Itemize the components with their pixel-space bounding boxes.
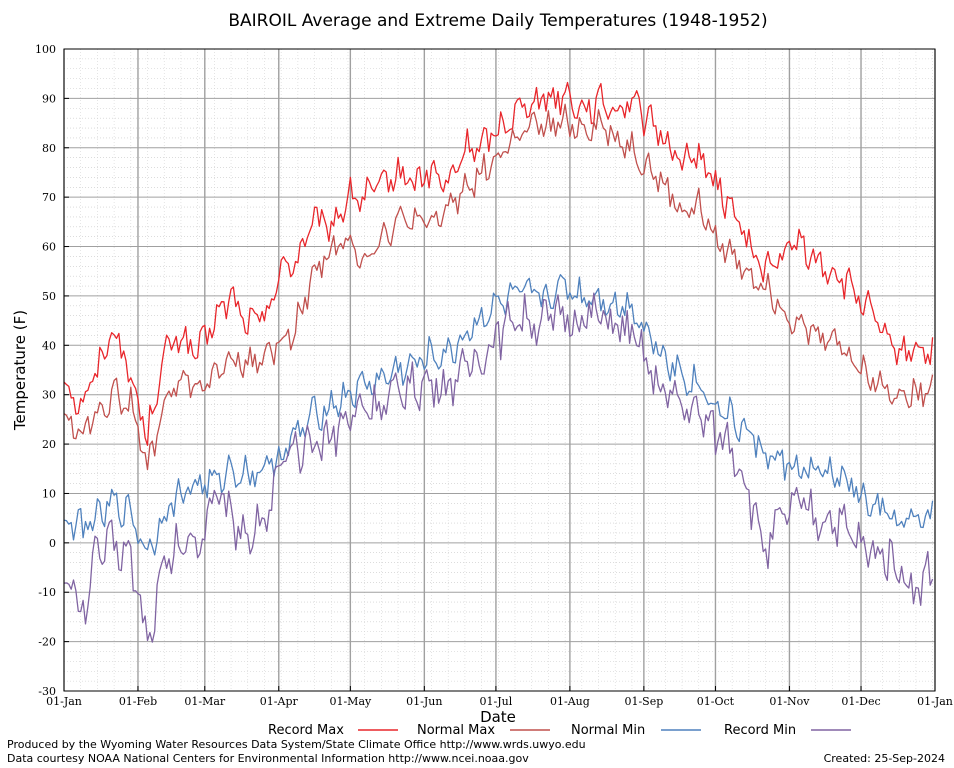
x-tick-label: 01-Jul [480, 695, 513, 708]
x-tick-label: 01-Oct [697, 695, 735, 708]
legend-label-normal-max: Normal Max [417, 723, 495, 738]
y-tick-label: 80 [42, 142, 56, 155]
y-tick-label: 100 [35, 43, 56, 56]
y-tick-label: 70 [42, 191, 56, 204]
footer-credit-line1: Produced by the Wyoming Water Resources … [7, 738, 586, 751]
legend-label-record-max: Record Max [268, 723, 344, 738]
x-tick-label: 01-Feb [119, 695, 157, 708]
x-axis-ticks: 01-Jan 01-Feb 01-Mar 01-Apr 01-May 01-Jun 01-J… [46, 686, 953, 708]
y-tick-label: 60 [42, 241, 56, 254]
x-axis-label: Date [480, 708, 516, 726]
footer-credit-line2: Data courtesy NOAA National Centers for … [7, 752, 529, 765]
x-tick-label: 01-Mar [184, 695, 226, 708]
legend-label-record-min: Record Min [724, 723, 796, 738]
x-tick-label: 01-Nov [769, 695, 810, 708]
legend-label-normal-min: Normal Min [571, 723, 645, 738]
series-line-normal-min [63, 274, 934, 556]
y-tick-label: 30 [42, 389, 56, 402]
footer-created-date: Created: 25-Sep-2024 [824, 752, 945, 765]
x-tick-label: 01-May [329, 695, 372, 708]
x-tick-label: 01-Jun [406, 695, 442, 708]
y-tick-label: -20 [38, 636, 56, 649]
y-tick-label: 50 [42, 290, 56, 303]
legend: Record Max Normal Max Normal Min Record … [268, 723, 851, 738]
series-line-record-min [63, 292, 934, 643]
x-tick-label: 01-Aug [550, 695, 590, 708]
grid [63, 48, 936, 692]
x-tick-label: 01-Jan [46, 695, 82, 708]
y-tick-label: 20 [42, 438, 56, 451]
y-tick-label: 40 [42, 339, 56, 352]
y-tick-label: 90 [42, 92, 56, 105]
y-tick-label: 10 [42, 487, 56, 500]
y-axis-ticks: -30 -20 -10 0 10 20 30 40 50 60 70 80 90 100 [35, 43, 69, 698]
y-tick-label: 0 [49, 537, 56, 550]
x-tick-label: 01-Dec [841, 695, 880, 708]
series-lines [63, 81, 934, 643]
x-tick-label: 01-Jan [917, 695, 953, 708]
series-line-normal-max [63, 103, 934, 471]
y-axis-label: Temperature (F) [11, 310, 29, 431]
y-tick-label: -10 [38, 586, 56, 599]
series-line-record-max [63, 81, 934, 446]
x-tick-label: 01-Apr [260, 695, 299, 708]
y-tick-label: -30 [38, 685, 56, 698]
x-tick-label: 01-Sep [624, 695, 663, 708]
plot-frame [63, 48, 936, 692]
chart-title: BAIROIL Average and Extreme Daily Temper… [228, 11, 767, 31]
